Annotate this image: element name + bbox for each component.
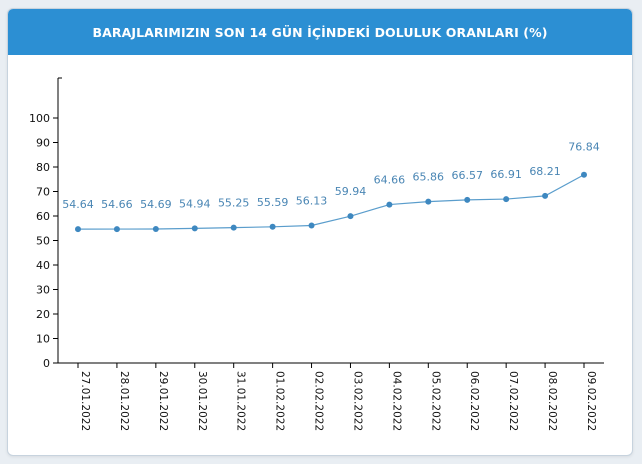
data-point <box>269 223 276 230</box>
data-label: 55.25 <box>218 197 250 210</box>
chart-panel: BARAJLARIMIZIN SON 14 GÜN İÇİNDEKİ DOLUL… <box>7 8 633 456</box>
x-tick-label: 06.02.2022 <box>468 371 480 431</box>
y-tick-label: 0 <box>43 357 50 370</box>
x-tick-label: 04.02.2022 <box>390 371 402 431</box>
data-label: 76.84 <box>568 141 600 154</box>
y-tick-label: 100 <box>29 112 50 125</box>
data-point <box>230 224 237 231</box>
x-tick-label: 30.01.2022 <box>196 371 208 431</box>
data-point <box>308 222 315 229</box>
data-point <box>75 226 81 233</box>
data-point <box>425 198 432 205</box>
data-label: 54.64 <box>62 198 94 211</box>
data-label: 54.66 <box>101 198 133 211</box>
data-label: 65.86 <box>413 171 445 184</box>
x-tick-label: 08.02.2022 <box>546 371 558 431</box>
panel-title: BARAJLARIMIZIN SON 14 GÜN İÇİNDEKİ DOLUL… <box>8 9 632 55</box>
data-label: 64.66 <box>374 174 406 187</box>
data-point <box>386 201 393 208</box>
x-tick-label: 03.02.2022 <box>351 371 363 431</box>
data-label: 55.59 <box>257 196 289 209</box>
data-point <box>581 171 587 178</box>
data-label: 54.94 <box>179 197 211 210</box>
y-tick-label: 30 <box>36 284 50 297</box>
data-label: 66.91 <box>490 168 522 181</box>
y-tick-label: 40 <box>36 259 50 272</box>
x-tick-label: 01.02.2022 <box>274 371 286 431</box>
y-tick-label: 20 <box>36 308 50 321</box>
x-tick-label: 28.01.2022 <box>118 371 130 431</box>
y-tick-label: 60 <box>36 210 50 223</box>
data-point <box>152 226 159 233</box>
x-tick-label: 31.01.2022 <box>235 371 247 431</box>
y-tick-label: 10 <box>36 333 50 346</box>
data-point <box>503 196 510 203</box>
x-tick-label: 07.02.2022 <box>507 371 519 431</box>
data-point <box>113 226 120 233</box>
x-tick-label: 09.02.2022 <box>585 371 597 431</box>
data-label: 54.69 <box>140 198 172 211</box>
data-point <box>191 225 198 232</box>
data-label: 59.94 <box>335 185 367 198</box>
x-tick-label: 02.02.2022 <box>313 371 325 431</box>
data-label: 66.57 <box>451 169 483 182</box>
series-line <box>77 174 585 230</box>
data-point <box>464 196 471 203</box>
y-tick-label: 80 <box>36 161 50 174</box>
y-tick-label: 70 <box>36 186 50 199</box>
data-point <box>347 213 354 220</box>
x-tick-label: 29.01.2022 <box>157 371 169 431</box>
data-label: 68.21 <box>529 165 561 178</box>
data-label: 56.13 <box>296 194 328 207</box>
y-tick-label: 90 <box>36 137 50 150</box>
y-tick-label: 50 <box>36 235 50 248</box>
x-tick-label: 05.02.2022 <box>429 371 441 431</box>
data-point <box>542 192 549 199</box>
x-tick-label: 27.01.2022 <box>79 371 91 431</box>
